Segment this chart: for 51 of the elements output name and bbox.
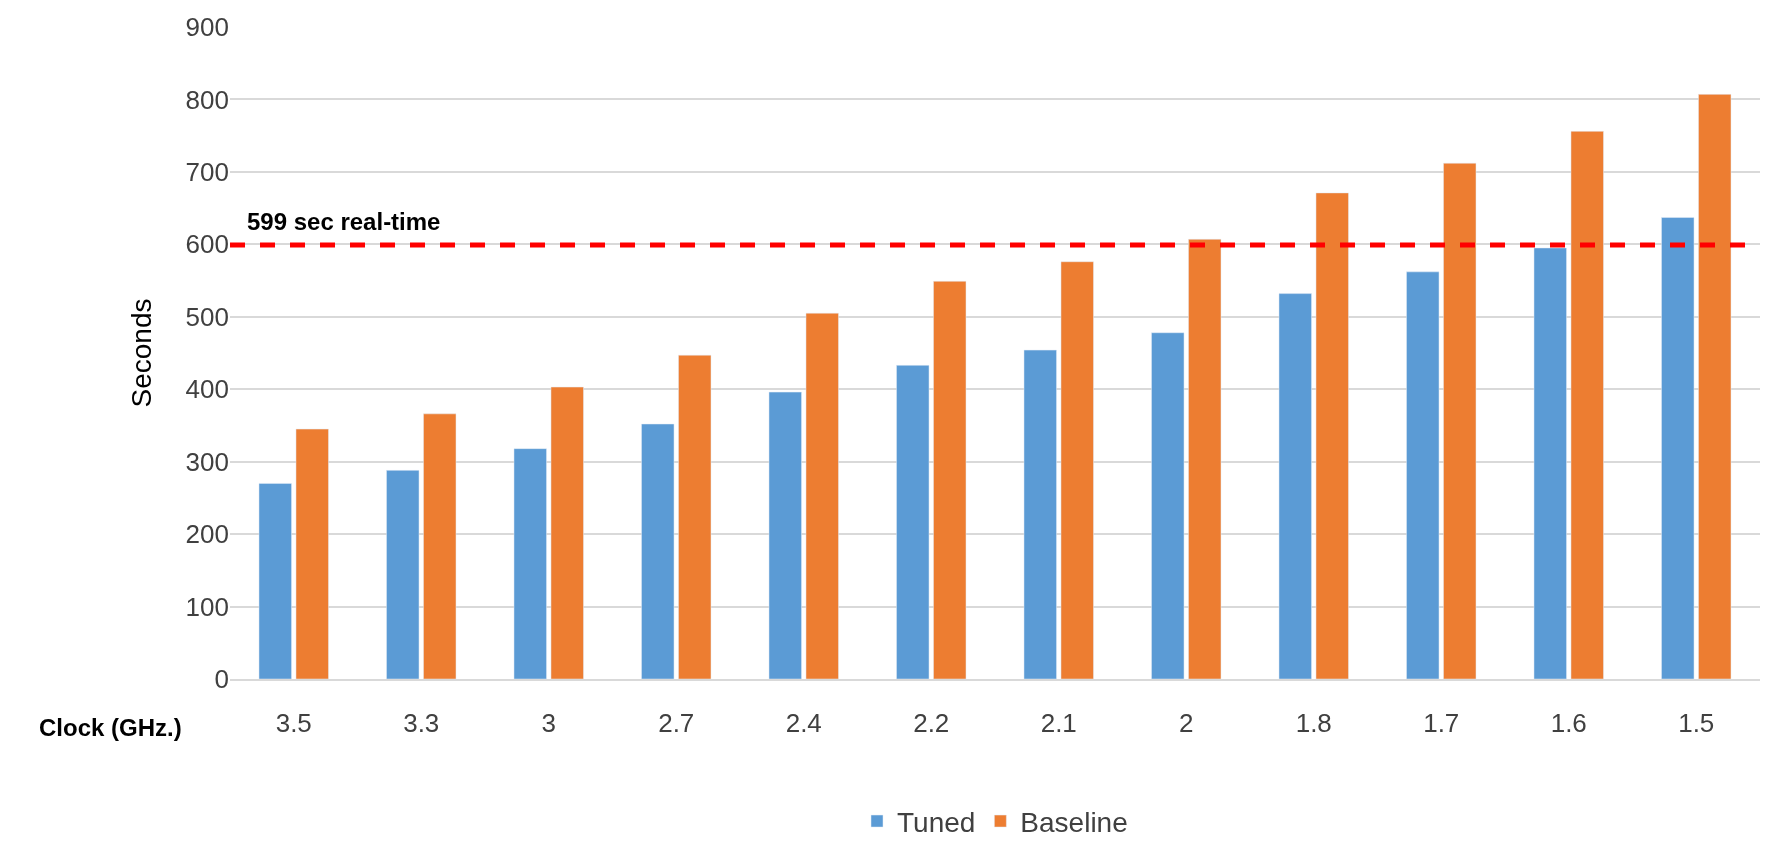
x-tick-label: 2.2 bbox=[913, 708, 950, 739]
bar bbox=[258, 483, 292, 679]
bar bbox=[550, 386, 584, 679]
y-tick-label: 600 bbox=[185, 229, 229, 260]
bar bbox=[1661, 217, 1695, 679]
bar bbox=[1570, 131, 1604, 679]
x-tick-label: 2.7 bbox=[658, 708, 695, 739]
legend-label: Baseline bbox=[1020, 806, 1128, 838]
bar bbox=[513, 448, 547, 679]
bar bbox=[1188, 239, 1222, 679]
x-axis-title: Clock (GHz.) bbox=[39, 714, 182, 741]
bar bbox=[1151, 332, 1185, 679]
bar bbox=[1023, 349, 1057, 679]
bar bbox=[678, 354, 712, 679]
y-tick-label: 500 bbox=[185, 301, 229, 332]
x-tick-label: 2.1 bbox=[1040, 708, 1077, 739]
bar bbox=[423, 413, 457, 679]
bar bbox=[933, 281, 967, 679]
y-tick-label: 700 bbox=[185, 156, 229, 187]
x-tick-label: 2 bbox=[1179, 708, 1194, 739]
x-tick-label: 1.8 bbox=[1295, 708, 1332, 739]
bar bbox=[1698, 94, 1732, 679]
bar bbox=[386, 470, 420, 679]
bar bbox=[295, 428, 329, 679]
x-tick-label: 3.5 bbox=[275, 708, 312, 739]
y-tick-label: 200 bbox=[185, 519, 229, 550]
bar bbox=[1278, 293, 1312, 679]
y-tick-label: 0 bbox=[214, 664, 229, 695]
ref-line-label: 599 sec real-time bbox=[247, 208, 441, 235]
bar bbox=[805, 312, 839, 679]
y-axis-title: Seconds bbox=[126, 298, 158, 408]
bar bbox=[1060, 261, 1094, 679]
x-tick-label: 2.4 bbox=[785, 708, 822, 739]
y-tick-label: 900 bbox=[185, 12, 229, 43]
x-tick-label: 1.5 bbox=[1678, 708, 1715, 739]
y-tick-label: 800 bbox=[185, 84, 229, 115]
y-tick-label: 100 bbox=[185, 591, 229, 622]
bar bbox=[641, 423, 675, 679]
bar bbox=[1443, 162, 1477, 679]
y-tick-label: 300 bbox=[185, 446, 229, 477]
bar bbox=[1406, 271, 1440, 679]
x-tick-label: 1.7 bbox=[1423, 708, 1460, 739]
x-tick-label: 3 bbox=[541, 708, 556, 739]
x-tick-label: 3.3 bbox=[403, 708, 440, 739]
bar bbox=[1533, 247, 1567, 679]
bar bbox=[1315, 192, 1349, 679]
legend-label: Tuned bbox=[897, 806, 976, 838]
x-tick-label: 1.6 bbox=[1550, 708, 1587, 739]
bar bbox=[768, 391, 802, 679]
y-tick-label: 400 bbox=[185, 374, 229, 405]
bar bbox=[896, 365, 930, 679]
